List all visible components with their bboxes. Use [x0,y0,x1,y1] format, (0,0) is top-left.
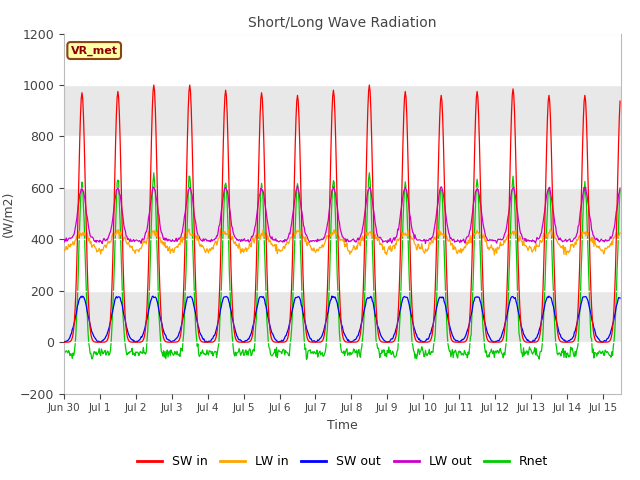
Bar [64,240,621,291]
Bar [64,342,621,394]
Title: Short/Long Wave Radiation: Short/Long Wave Radiation [248,16,436,30]
Bar [64,136,621,188]
Legend: SW in, LW in, SW out, LW out, Rnet: SW in, LW in, SW out, LW out, Rnet [132,450,553,473]
Y-axis label: (W/m2): (W/m2) [1,191,14,237]
X-axis label: Time: Time [327,419,358,432]
Bar [64,34,621,85]
Text: VR_met: VR_met [70,46,118,56]
